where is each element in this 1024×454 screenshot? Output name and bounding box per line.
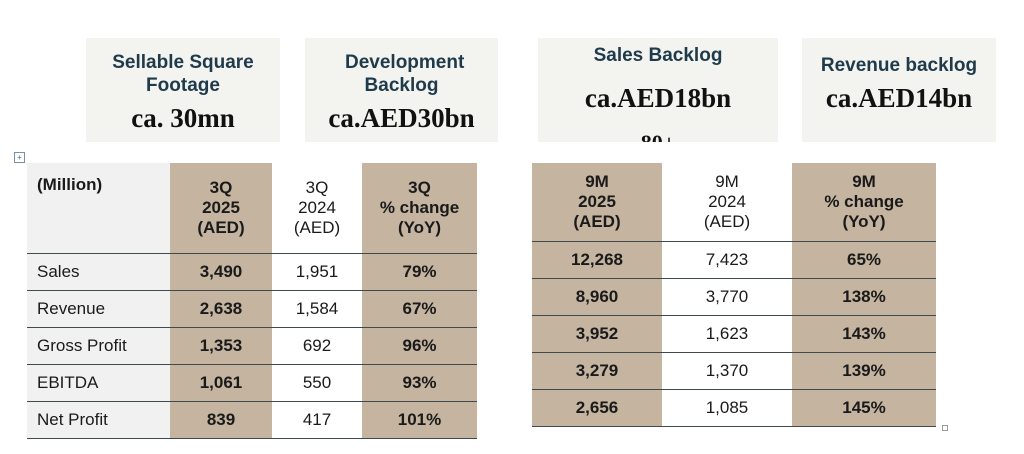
row-label: Sales bbox=[27, 253, 170, 291]
cell-value: 2,638 bbox=[170, 290, 272, 328]
table-move-handle-icon[interactable]: + bbox=[14, 152, 25, 163]
kpi-revenue-backlog: Revenue backlog ca.AED14bn bbox=[802, 38, 996, 142]
table-row: 8,960 3,770 138% bbox=[532, 278, 936, 316]
table-row: Net Profit 839 417 101% bbox=[27, 401, 477, 439]
cell-value: 7,423 bbox=[662, 241, 792, 279]
cell-value: 3,490 bbox=[170, 253, 272, 291]
cell-value: 12,268 bbox=[532, 241, 662, 279]
cell-value: 143% bbox=[792, 315, 936, 353]
quarterly-results-table: (Million) 3Q 2025 (AED) 3Q 2024 (AED) 3Q% ch… bbox=[27, 163, 477, 439]
cell-value: 101% bbox=[362, 401, 477, 439]
kpi-sellable-square-footage: Sellable Square Footage ca. 30mn bbox=[86, 38, 280, 142]
cell-value: 93% bbox=[362, 364, 477, 402]
cell-value: 839 bbox=[170, 401, 272, 439]
table-row: Revenue 2,638 1,584 67% bbox=[27, 290, 477, 328]
cell-value: 3,279 bbox=[532, 352, 662, 390]
column-header-9m-2024: 9M 2024 (AED) bbox=[662, 163, 792, 242]
kpi-value: ca. 30mn bbox=[131, 103, 235, 133]
table-row: 12,268 7,423 65% bbox=[532, 241, 936, 279]
table-header-row: 9M 2025 (AED) 9M 2024 (AED) 9M% change (YoY) bbox=[532, 163, 936, 242]
table-row: 3,279 1,370 139% bbox=[532, 352, 936, 390]
column-header-3q-2024: 3Q 2024 (AED) bbox=[272, 163, 362, 254]
row-label: EBITDA bbox=[27, 364, 170, 402]
cell-value: 1,061 bbox=[170, 364, 272, 402]
cell-value: 2,656 bbox=[532, 389, 662, 427]
row-label: Gross Profit bbox=[27, 327, 170, 365]
kpi-value: ca.AED14bn bbox=[825, 83, 973, 113]
table-row: Sales 3,490 1,951 79% bbox=[27, 253, 477, 291]
cell-value: 1,370 bbox=[662, 352, 792, 390]
cell-value: 3,952 bbox=[532, 315, 662, 353]
cell-value: 139% bbox=[792, 352, 936, 390]
kpi-label: Development Backlog bbox=[345, 52, 465, 96]
column-header-9m-2025: 9M 2025 (AED) bbox=[532, 163, 662, 242]
cell-value: 692 bbox=[272, 327, 362, 365]
cell-value: 1,951 bbox=[272, 253, 362, 291]
cell-value: 550 bbox=[272, 364, 362, 402]
column-header-9m-change: 9M% change (YoY) bbox=[792, 163, 936, 242]
cell-value: 67% bbox=[362, 290, 477, 328]
table-row: 3,952 1,623 143% bbox=[532, 315, 936, 353]
row-label: Net Profit bbox=[27, 401, 170, 439]
cell-value: 138% bbox=[792, 278, 936, 316]
table-row: Gross Profit 1,353 692 96% bbox=[27, 327, 477, 365]
nine-month-results-table: 9M 2025 (AED) 9M 2024 (AED) 9M% change (YoY) … bbox=[532, 163, 936, 427]
cell-value: 417 bbox=[272, 401, 362, 439]
cell-value: 1,353 bbox=[170, 327, 272, 365]
table-row: 2,656 1,085 145% bbox=[532, 389, 936, 427]
row-label: Revenue bbox=[27, 290, 170, 328]
cell-value: 8,960 bbox=[532, 278, 662, 316]
table-header-row: (Million) 3Q 2025 (AED) 3Q 2024 (AED) 3Q% ch… bbox=[27, 163, 477, 254]
kpi-value: ca.AED30bn bbox=[328, 103, 475, 133]
kpi-development-backlog: Development Backlog ca.AED30bn bbox=[305, 38, 498, 142]
cell-value: 3,770 bbox=[662, 278, 792, 316]
kpi-value: ca.AED18bn bbox=[584, 83, 732, 113]
cell-value: 79% bbox=[362, 253, 477, 291]
cell-value: 1,584 bbox=[272, 290, 362, 328]
table-corner-label: (Million) bbox=[27, 163, 170, 254]
cell-value: 96% bbox=[362, 327, 477, 365]
cell-value: 1,085 bbox=[662, 389, 792, 427]
kpi-label: Sellable Square Footage bbox=[112, 52, 254, 96]
kpi-label: Revenue backlog bbox=[820, 55, 978, 76]
column-header-3q-change: 3Q% change (YoY) bbox=[362, 163, 477, 254]
column-header-3q-2025: 3Q 2025 (AED) bbox=[170, 163, 272, 254]
kpi-sales-backlog: Sales Backlog ca.AED18bn 80+ bbox=[538, 38, 778, 142]
kpi-label: Sales Backlog bbox=[593, 45, 723, 66]
table-row: EBITDA 1,061 550 93% bbox=[27, 364, 477, 402]
cell-value: 145% bbox=[792, 389, 936, 427]
cell-value: 65% bbox=[792, 241, 936, 279]
cell-value: 1,623 bbox=[662, 315, 792, 353]
table-resize-handle[interactable] bbox=[942, 425, 948, 431]
kpi-overflow-text: 80+ bbox=[538, 130, 778, 142]
